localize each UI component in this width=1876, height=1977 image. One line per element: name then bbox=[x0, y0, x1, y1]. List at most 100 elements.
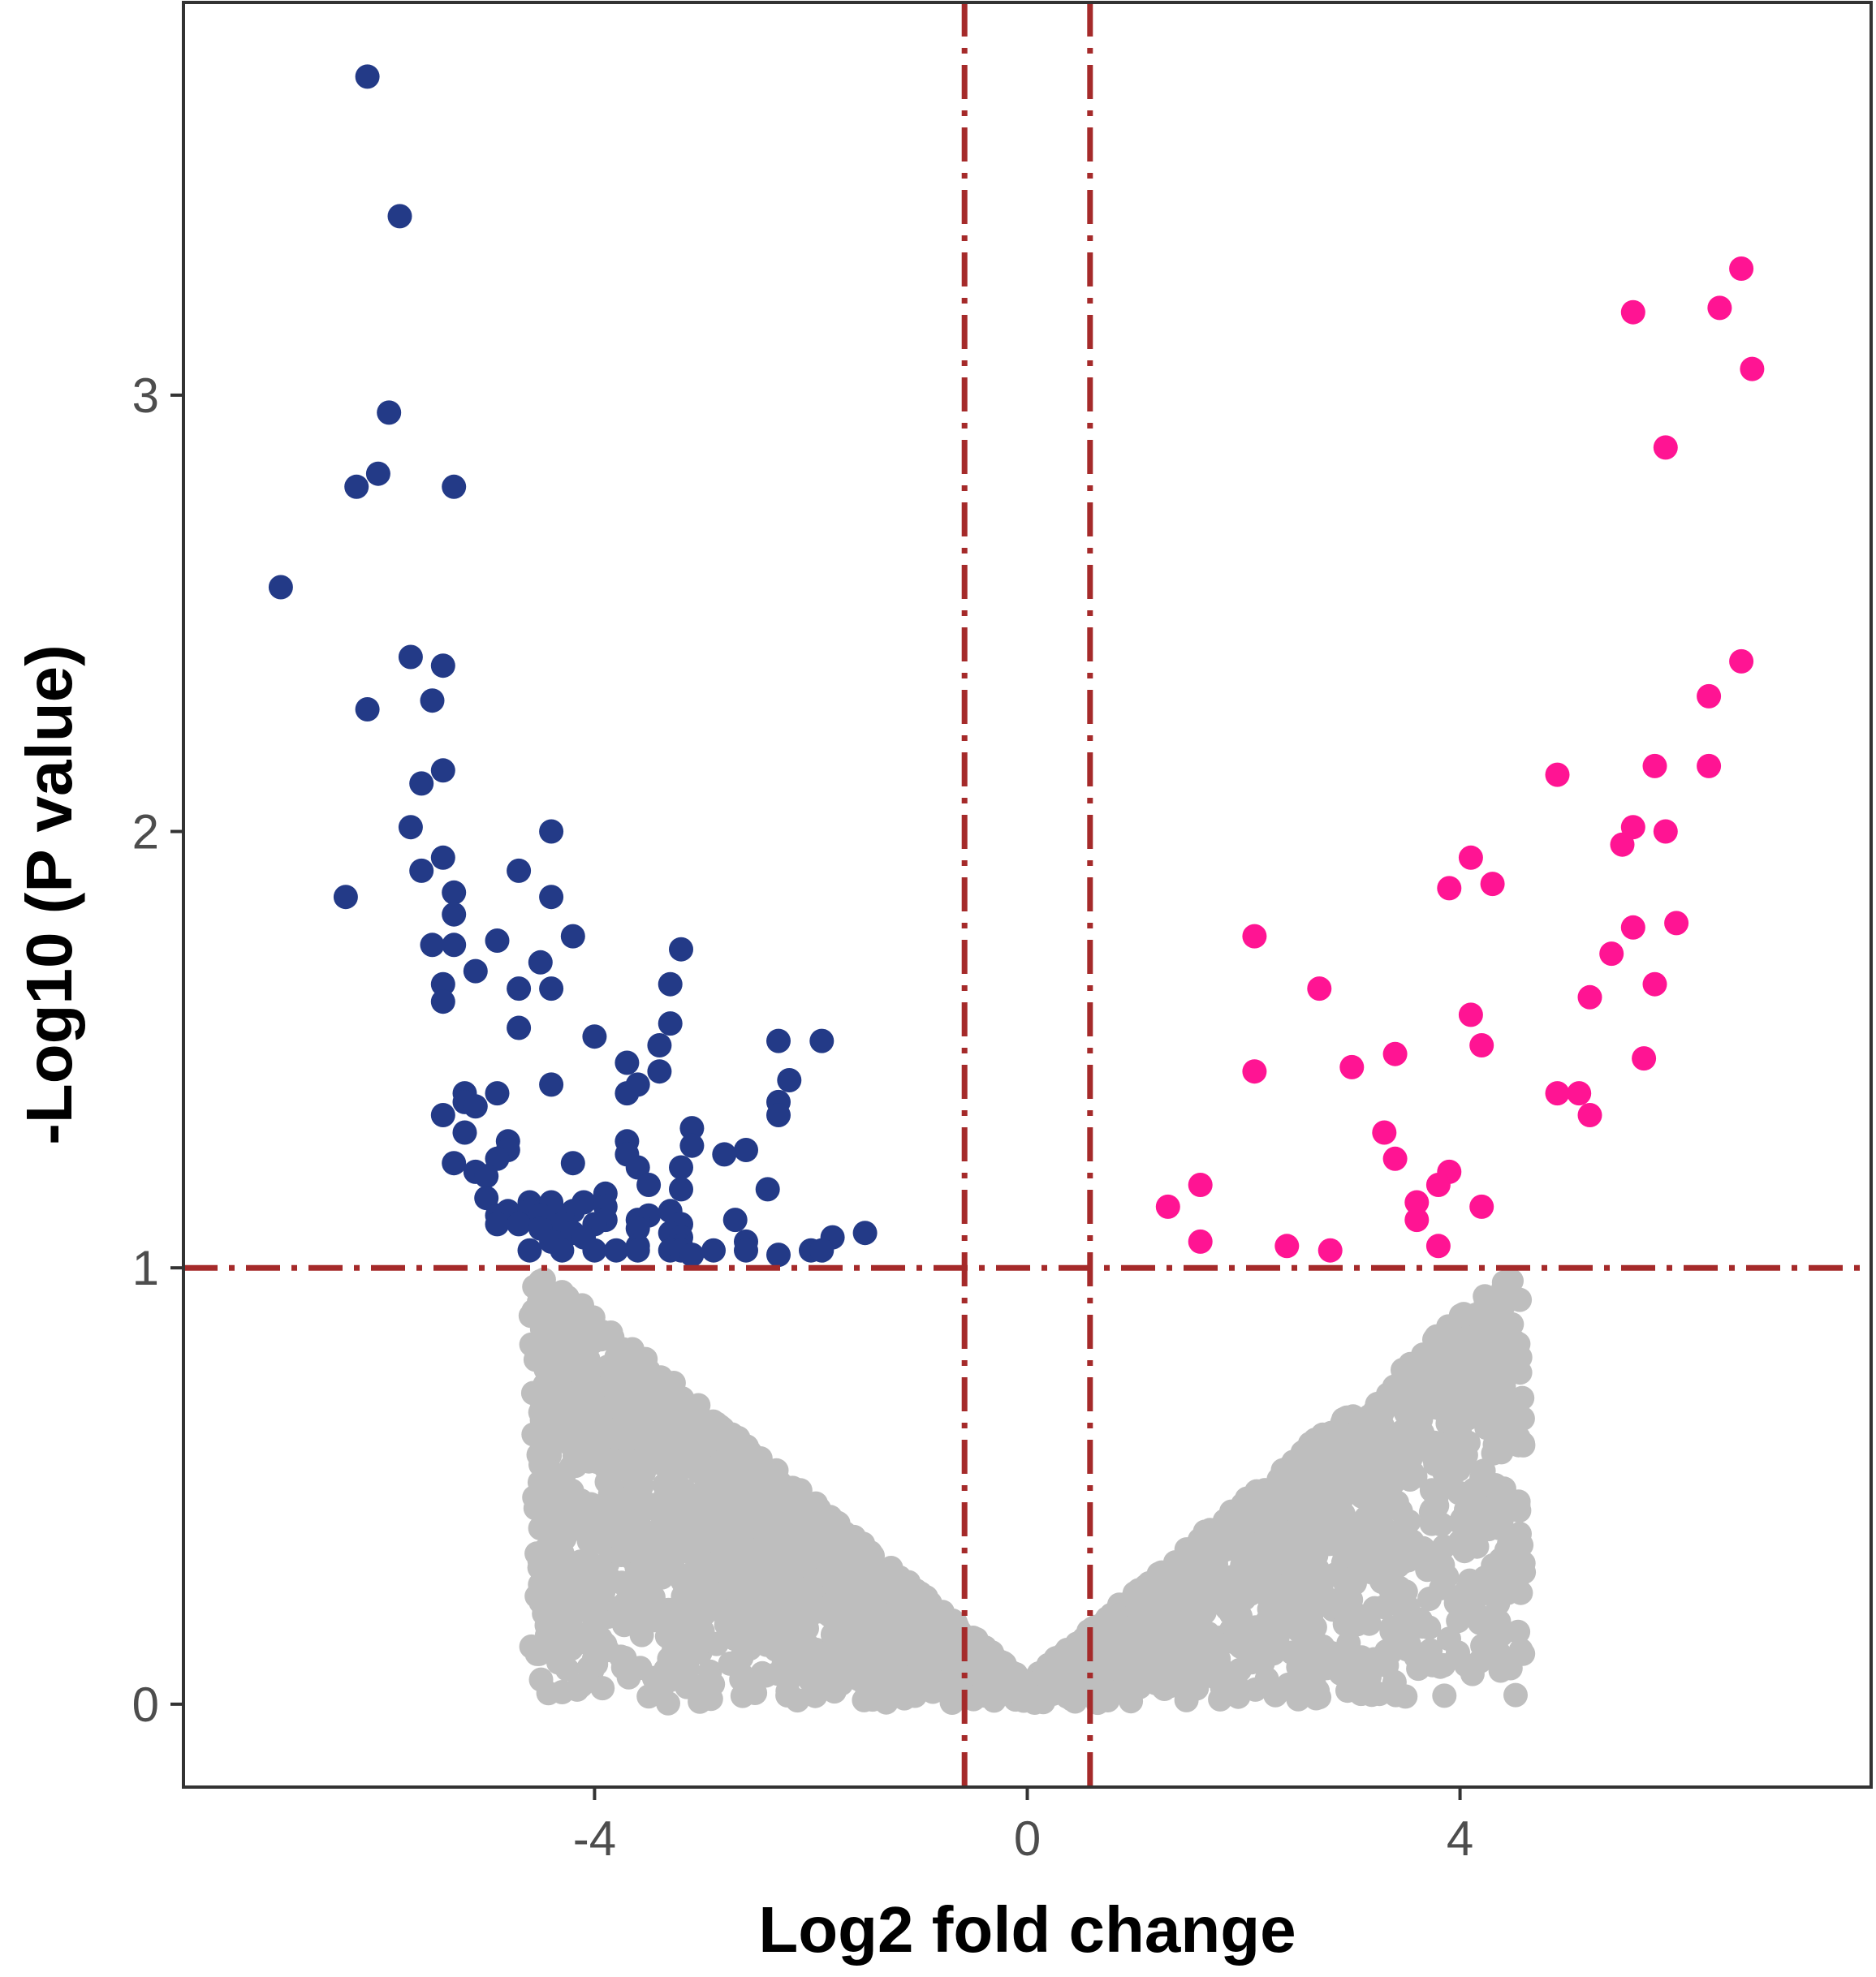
point-not-significant bbox=[1460, 1480, 1486, 1505]
point-down bbox=[507, 976, 532, 1001]
point-not-significant bbox=[610, 1541, 635, 1566]
point-down bbox=[430, 653, 455, 678]
point-down bbox=[582, 1024, 607, 1049]
point-not-significant bbox=[1136, 1573, 1162, 1598]
point-up bbox=[1577, 984, 1602, 1010]
point-not-significant bbox=[554, 1656, 580, 1682]
point-not-significant bbox=[542, 1492, 567, 1517]
point-down bbox=[485, 928, 510, 953]
point-down bbox=[507, 1212, 532, 1237]
point-down bbox=[442, 902, 467, 927]
point-not-significant bbox=[1379, 1615, 1404, 1640]
point-not-significant bbox=[598, 1320, 623, 1345]
point-not-significant bbox=[770, 1498, 796, 1523]
point-not-significant bbox=[1359, 1418, 1384, 1443]
point-not-significant bbox=[1437, 1626, 1461, 1652]
point-not-significant bbox=[876, 1642, 901, 1667]
point-up bbox=[1620, 299, 1645, 325]
point-down bbox=[430, 758, 455, 783]
x-tick-label: 4 bbox=[1447, 1811, 1473, 1866]
point-not-significant bbox=[1510, 1385, 1535, 1411]
point-not-significant bbox=[576, 1362, 602, 1387]
point-up bbox=[1307, 976, 1332, 1001]
point-not-significant bbox=[1489, 1514, 1514, 1539]
point-down bbox=[669, 1177, 693, 1202]
point-not-significant bbox=[924, 1622, 949, 1648]
point-not-significant bbox=[750, 1660, 775, 1686]
point-up bbox=[1610, 832, 1635, 857]
point-down bbox=[755, 1177, 780, 1202]
point-down bbox=[766, 1028, 791, 1053]
point-not-significant bbox=[1471, 1458, 1496, 1484]
point-down bbox=[387, 204, 412, 229]
point-up bbox=[1425, 1173, 1451, 1197]
point-down bbox=[420, 688, 445, 713]
point-not-significant bbox=[775, 1683, 800, 1708]
point-not-significant bbox=[1334, 1605, 1359, 1630]
point-not-significant bbox=[593, 1421, 619, 1446]
point-down bbox=[355, 697, 380, 721]
point-up bbox=[1620, 915, 1645, 940]
point-not-significant bbox=[634, 1494, 659, 1519]
point-not-significant bbox=[541, 1359, 567, 1385]
point-not-significant bbox=[791, 1553, 816, 1578]
point-not-significant bbox=[1378, 1447, 1403, 1472]
point-not-significant bbox=[615, 1504, 640, 1529]
x-axis-title: Log2 fold change bbox=[758, 1893, 1296, 1966]
point-down bbox=[625, 1072, 650, 1097]
point-not-significant bbox=[1222, 1670, 1247, 1695]
point-down bbox=[734, 1238, 758, 1263]
point-not-significant bbox=[1332, 1541, 1357, 1566]
point-down bbox=[539, 819, 564, 844]
point-up bbox=[1599, 941, 1624, 967]
point-up bbox=[1242, 1059, 1267, 1084]
point-up bbox=[1469, 1194, 1494, 1219]
point-up bbox=[1372, 1120, 1397, 1145]
point-down bbox=[507, 858, 532, 883]
point-not-significant bbox=[1463, 1303, 1488, 1328]
point-not-significant bbox=[561, 1505, 586, 1531]
point-not-significant bbox=[1203, 1568, 1228, 1593]
y-axis-ticks: 0 1 2 3 bbox=[132, 368, 183, 1732]
point-up bbox=[1242, 924, 1267, 949]
point-up bbox=[1382, 1146, 1408, 1171]
point-down bbox=[550, 1238, 575, 1263]
point-not-significant bbox=[1388, 1498, 1413, 1523]
point-not-significant bbox=[1463, 1335, 1488, 1360]
point-up bbox=[1274, 1234, 1300, 1259]
point-down bbox=[701, 1238, 726, 1263]
point-not-significant bbox=[730, 1683, 755, 1708]
point-not-significant bbox=[701, 1672, 726, 1697]
point-not-significant bbox=[1375, 1382, 1400, 1407]
point-not-significant bbox=[581, 1605, 606, 1630]
point-down bbox=[528, 950, 553, 975]
point-not-significant bbox=[1249, 1570, 1274, 1595]
point-not-significant bbox=[1432, 1323, 1456, 1348]
point-down bbox=[474, 1164, 499, 1189]
point-not-significant bbox=[978, 1669, 1003, 1694]
point-not-significant bbox=[567, 1337, 591, 1363]
point-not-significant bbox=[1266, 1611, 1291, 1636]
point-not-significant bbox=[1392, 1599, 1417, 1624]
point-not-significant bbox=[1506, 1494, 1531, 1519]
point-not-significant bbox=[553, 1407, 578, 1432]
y-tick-label: 3 bbox=[132, 368, 159, 423]
point-not-significant bbox=[627, 1428, 653, 1454]
point-up bbox=[1642, 753, 1667, 778]
point-not-significant bbox=[606, 1603, 632, 1627]
point-not-significant bbox=[1491, 1402, 1516, 1428]
point-down bbox=[560, 1151, 585, 1176]
point-not-significant bbox=[1034, 1663, 1059, 1688]
point-not-significant bbox=[1454, 1652, 1479, 1678]
point-up bbox=[1567, 1081, 1592, 1106]
point-not-significant bbox=[1510, 1406, 1535, 1431]
point-down bbox=[463, 958, 488, 984]
point-down bbox=[539, 976, 564, 1001]
point-not-significant bbox=[1490, 1297, 1515, 1322]
point-down bbox=[679, 1116, 705, 1141]
point-not-significant bbox=[1472, 1367, 1497, 1392]
point-not-significant bbox=[1181, 1553, 1206, 1579]
point-not-significant bbox=[680, 1633, 705, 1658]
point-not-significant bbox=[1313, 1474, 1338, 1499]
